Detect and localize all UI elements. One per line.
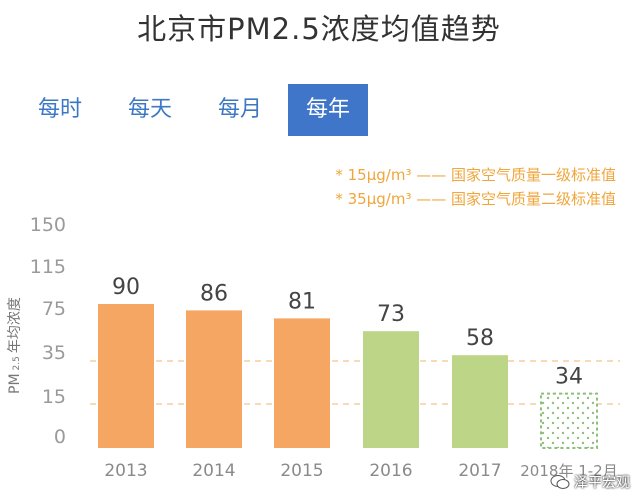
value-label: 73 — [377, 302, 405, 327]
reference-lines — [90, 360, 620, 405]
x-tick-label: 2018年 1-2月 — [520, 462, 617, 480]
note-level1-standard: * 15μg/m³ —— 国家空气质量一级标准值 — [335, 166, 616, 184]
y-tick-label: 75 — [42, 298, 66, 320]
y-tick-label: 0 — [54, 426, 66, 448]
y-title-main: PM — [7, 373, 23, 394]
bar-2018年 1-2月 — [540, 392, 598, 450]
y-tick-label: 115 — [30, 256, 66, 278]
bar-2017 — [452, 355, 508, 448]
value-label: 58 — [466, 326, 494, 351]
y-tick-label: 150 — [30, 214, 66, 236]
y-title-tail: 年均浓度 — [7, 297, 23, 354]
y-tick-label: 35 — [42, 342, 66, 364]
x-tick-label: 2014 — [192, 461, 235, 481]
tab-monthly[interactable]: 每月 — [217, 97, 262, 122]
x-tick-label: 2016 — [369, 461, 412, 481]
wechat-icon — [550, 474, 570, 490]
chart-title: 北京市PM2.5浓度均值趋势 — [137, 12, 501, 46]
watermark: 泽平宏观 — [550, 472, 630, 492]
y-title-subscript: 2.5 — [12, 356, 22, 371]
tab-hourly[interactable]: 每时 — [37, 97, 82, 122]
bars — [98, 304, 598, 450]
bar-2013 — [98, 304, 154, 448]
x-tick-label: 2015 — [280, 461, 323, 481]
bar-2014 — [186, 310, 242, 448]
watermark-text: 泽平宏观 — [574, 475, 630, 491]
tab-yearly[interactable]: 每年 — [288, 84, 368, 136]
bar-2015 — [274, 318, 330, 448]
y-axis-ticks: 0 15 35 75 115 150 — [30, 214, 66, 448]
value-label: 86 — [200, 281, 228, 306]
value-label: 34 — [555, 365, 583, 390]
y-axis-title: PM 2.5 年均浓度 — [4, 297, 24, 394]
value-label: 81 — [288, 289, 316, 314]
y-tick-label: 15 — [42, 386, 66, 408]
x-tick-label: 2017 — [458, 461, 501, 481]
value-label: 90 — [112, 275, 140, 300]
x-tick-label: 2013 — [104, 461, 147, 481]
bar-2016 — [363, 331, 419, 448]
note-level2-standard: * 35μg/m³ —— 国家空气质量二级标准值 — [335, 190, 616, 208]
tab-daily[interactable]: 每天 — [127, 97, 172, 122]
x-axis-ticks: 2013 2014 2015 2016 2017 2018年 1-2月 — [104, 461, 617, 481]
value-labels: 90 86 81 73 58 34 — [112, 275, 583, 390]
